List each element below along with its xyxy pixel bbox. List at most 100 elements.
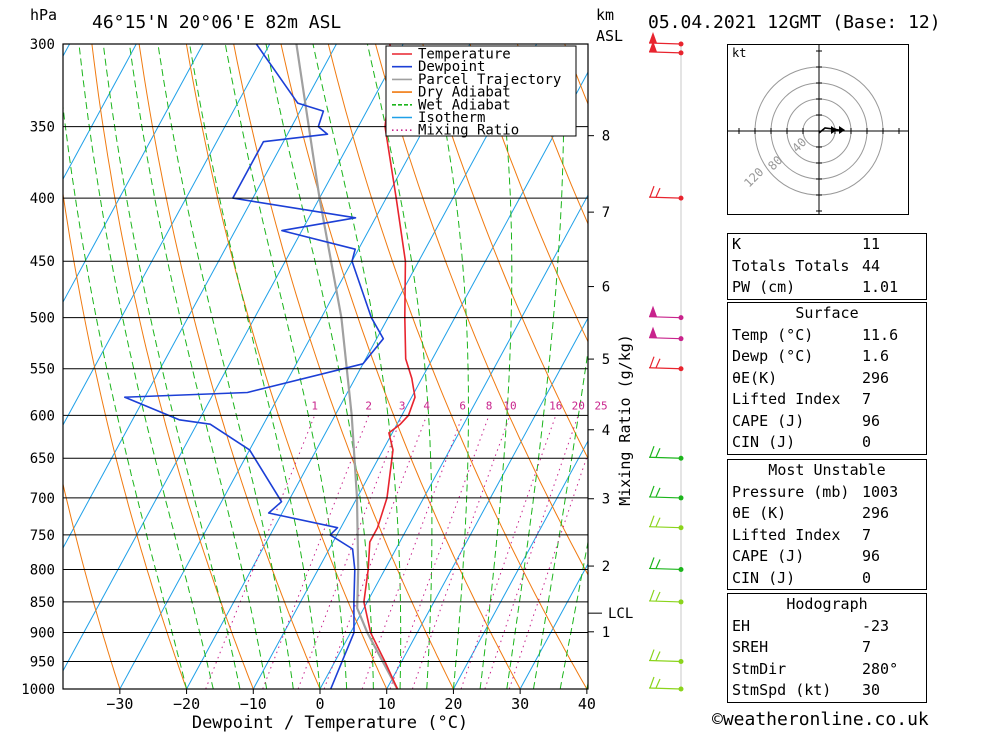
hodograph-table-title: Hodograph (786, 595, 868, 613)
index-value: 11 (862, 235, 881, 253)
most-unstable-row: CAPE (J) 96 (728, 546, 926, 568)
surface-row: CIN (J) 0 (728, 432, 926, 454)
surface-label: Temp (°C) (732, 325, 814, 344)
dry-adiabat-line (327, 44, 588, 689)
wet-adiabat-line (428, 44, 469, 689)
hodograph-row: StmDir 280° (728, 659, 926, 681)
surface-value: 96 (862, 411, 881, 430)
wind-barb-feather (655, 358, 661, 368)
wind-barb-feather (649, 446, 655, 458)
most-unstable-value: 1003 (862, 482, 899, 501)
dry-adiabat-line (990, 44, 1000, 689)
wind-barb-feather (649, 589, 655, 602)
surface-row: θE(K) 296 (728, 368, 926, 390)
mixing-ratio-label: 16 (549, 399, 562, 412)
surface-title: Surface (795, 304, 859, 322)
km-tick-label: 7 (602, 205, 610, 221)
surface-value: 11.6 (862, 325, 899, 344)
location-title: 46°15'N 20°06'E 82m ASL (92, 12, 342, 33)
wind-barb-flag (649, 40, 657, 52)
pressure-tick-label: 300 (30, 37, 55, 53)
isotherm-line (63, 44, 404, 672)
km-tick-label: 6 (602, 280, 610, 296)
wind-barb-feather (649, 356, 655, 368)
pressure-unit-label: hPa (30, 6, 58, 24)
wet-adiabat-line (78, 44, 214, 689)
storm-motion-arrow (831, 126, 837, 134)
wind-barb-feather (655, 487, 661, 498)
parcel-trajectory-line (295, 44, 399, 689)
surface-row: Dewp (°C) 1.6 (728, 346, 926, 368)
most-unstable-row: θE (K) 296 (728, 503, 926, 525)
mixing-ratio-line (262, 415, 370, 689)
most-unstable-label: θE (K) (732, 504, 787, 522)
x-tick-label: 0 (315, 695, 324, 713)
mixing-ratio-line (484, 415, 579, 689)
hodograph-ring-label: 120 (741, 165, 766, 190)
wind-barb-shaft (648, 337, 682, 340)
surface-label: CIN (J) (732, 433, 796, 451)
most-unstable-label: Lifted Index (732, 525, 841, 544)
surface-label: Lifted Index (732, 390, 841, 408)
wet-adiabat-line (479, 44, 513, 689)
most-unstable-label: Pressure (mb) (732, 482, 850, 501)
wet-adiabat-line (102, 44, 241, 689)
site-credit[interactable]: ©weatheronline.co.uk (712, 709, 929, 730)
pressure-tick-label: 1000 (21, 682, 55, 698)
x-tick-label: −20 (173, 695, 200, 713)
wind-barb-feather (649, 485, 655, 498)
mixing-ratio-label: 3 (399, 399, 406, 412)
most-unstable-label: CIN (J) (732, 568, 796, 587)
hodograph-panel: kt 40 80 120 (727, 44, 909, 215)
most-unstable-value: 96 (862, 547, 881, 565)
legend-entry: Isotherm (418, 110, 485, 126)
dry-adiabat-line (516, 44, 588, 226)
mixing-ratio-line (297, 415, 403, 689)
index-label: Totals Totals (732, 256, 850, 275)
dry-adiabat-line (138, 44, 321, 689)
surface-value: 296 (862, 368, 890, 387)
pressure-tick-label: 650 (30, 451, 55, 467)
wind-barb-shaft (648, 526, 682, 529)
isotherm-line (186, 44, 538, 689)
most-unstable-value: 0 (862, 568, 872, 587)
wind-barb-shaft (648, 51, 682, 54)
wet-adiabat-line (366, 44, 433, 689)
wind-barb-shaft (648, 659, 682, 663)
wind-barb-feather (655, 651, 661, 661)
hodograph-row: SREH 7 (728, 637, 926, 659)
wind-barb-feather (655, 678, 661, 689)
mixing-ratio-line (361, 415, 464, 689)
x-tick-label: 40 (578, 695, 596, 713)
isotherm-line (119, 44, 471, 689)
x-tick-label: −10 (240, 695, 267, 713)
wind-barb-feather (649, 676, 655, 689)
x-tick-label: 30 (511, 695, 529, 713)
dry-adiabat-line (63, 190, 188, 689)
pressure-tick-label: 350 (30, 120, 55, 136)
hodograph-ring-label: 40 (789, 135, 809, 155)
surface-label: Dewp (°C) (732, 347, 814, 365)
pressure-tick-label: 600 (30, 408, 55, 424)
legend-entry: Parcel Trajectory (418, 72, 561, 88)
surface-value: 7 (862, 390, 872, 408)
x-tick-label: −30 (106, 695, 133, 713)
wind-barb-shaft (648, 567, 682, 571)
surface-table: Surface Temp (°C) 11.6 Dewp (°C) 1.6 θE(K) 29… (727, 302, 927, 455)
hodograph-label: StmSpd (kt) (732, 681, 832, 699)
indices-table: K 11 Totals Totals 44 PW (cm) 1.01 (727, 233, 927, 300)
pressure-tick-label: 800 (30, 562, 55, 578)
altitude-unit-km: km (596, 6, 615, 24)
mixing-ratio-label: 20 (572, 399, 585, 412)
wind-barb-shaft (648, 600, 682, 603)
hodograph-label: EH (732, 616, 751, 635)
wet-adiabat-line (559, 539, 588, 689)
mixing-ratio-label: 25 (594, 399, 607, 412)
pressure-tick-label: 900 (30, 626, 55, 642)
legend-entry: Dewpoint (418, 59, 485, 75)
index-label: K (732, 235, 742, 253)
legend-entry: Dry Adiabat (418, 85, 511, 101)
km-tick-label: 1 (602, 625, 610, 641)
x-axis-label: Dewpoint / Temperature (°C) (192, 713, 468, 733)
